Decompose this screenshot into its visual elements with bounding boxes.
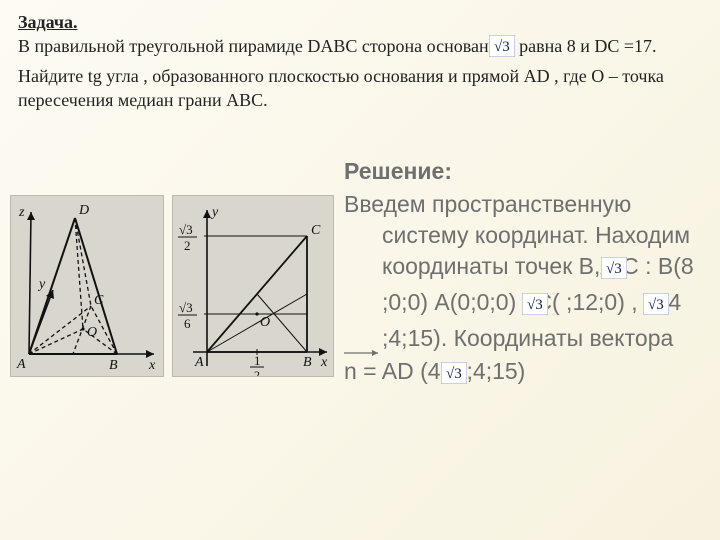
svg-text:6: 6 [184, 316, 191, 331]
problem-title: Задача. [18, 12, 78, 32]
solution-heading: Решение: [344, 156, 704, 187]
solution-body: Введем пространственную систему координа… [344, 189, 704, 354]
svg-text:2: 2 [184, 238, 191, 253]
sqrt3-icon: √3 [489, 35, 515, 63]
label-A: A [16, 357, 26, 372]
label-x: x [148, 358, 156, 373]
svg-text:√3: √3 [527, 297, 543, 313]
svg-text:2: 2 [254, 368, 260, 377]
vector-n: n = AD (4 [344, 356, 441, 387]
point-O [81, 327, 84, 330]
problem-block: Задача. В правильной треугольной пирамид… [0, 0, 720, 114]
figure-pyramid: z D y C O A B x [10, 195, 164, 377]
label-y: y [37, 277, 46, 292]
solution-block: Решение: Введем пространственную систему… [344, 156, 704, 392]
svg-text:√3: √3 [179, 222, 193, 237]
label2-x: x [320, 355, 328, 370]
figures-row: z D y C O A B x [10, 195, 334, 377]
svg-text:√3: √3 [648, 297, 664, 313]
label2-B: B [303, 355, 312, 370]
svg-text:√3: √3 [606, 261, 622, 277]
sol-p2b: ;4;15) [467, 358, 526, 384]
label-z: z [18, 205, 25, 220]
problem-text-a: В правильной треугольной пирамиде DABC с… [18, 36, 489, 56]
svg-text:1: 1 [254, 353, 261, 368]
label-O: O [87, 325, 97, 340]
label-D: D [78, 203, 89, 218]
sol-p2a: n = AD (4 [344, 358, 441, 384]
label2-O: O [260, 315, 270, 330]
label2-C: C [311, 223, 321, 238]
svg-text:√3: √3 [179, 300, 193, 315]
svg-text:√3: √3 [494, 39, 510, 55]
sqrt3-icon: √3 [441, 361, 467, 392]
label2-y: y [210, 205, 219, 220]
point2-O [255, 312, 258, 315]
label-C: C [94, 293, 104, 308]
svg-text:√3: √3 [446, 366, 462, 382]
label2-A: A [194, 355, 204, 370]
sol-p1d: ;4;15). Координаты вектора [382, 325, 673, 351]
figure-base: √32 √36 12 y C O A B x [172, 195, 334, 377]
solution-vector-line: n = AD (4 √3 ;4;15) [344, 356, 704, 392]
label-B: B [109, 358, 118, 373]
